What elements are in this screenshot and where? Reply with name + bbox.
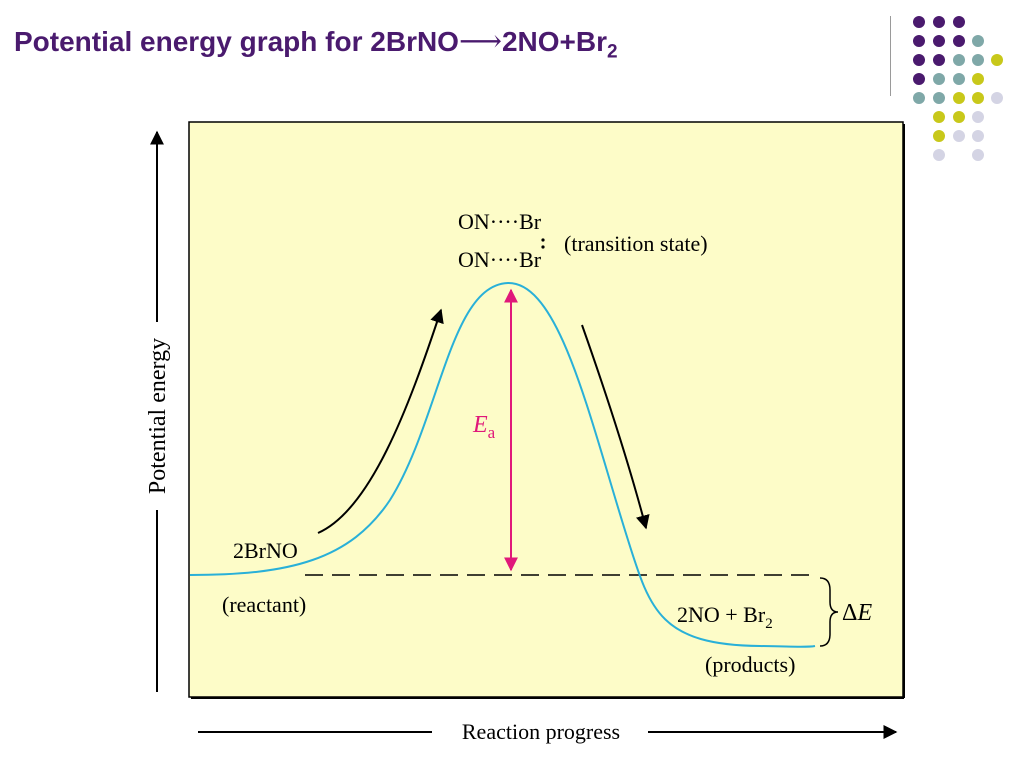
diagram-panel: [188, 121, 904, 698]
title-prefix: Potential energy graph for 2BrNO: [14, 26, 459, 57]
products-label: (products): [705, 652, 795, 677]
reaction-arrow: ⟶: [458, 24, 502, 59]
transition-state-label: (transition state): [564, 231, 708, 256]
reactant-label: (reactant): [222, 592, 306, 617]
downhill-arrow: [581, 324, 650, 530]
title-subscript: 2: [607, 41, 618, 63]
x-axis-label: Reaction progress: [462, 719, 620, 744]
reactant-formula: 2BrNO: [233, 538, 298, 563]
y-axis-label: Potential energy: [145, 338, 171, 494]
bond-dot-bottom: [541, 245, 545, 249]
delta-e-label: ΔE: [842, 600, 872, 626]
title-divider: [890, 16, 891, 96]
delta-e-brace: [819, 577, 839, 647]
y-axis-label-gap: [145, 322, 169, 510]
slide-title: Potential energy graph for 2BrNO⟶2NO+Br2: [14, 24, 618, 64]
title-products: 2NO+Br: [501, 26, 608, 57]
transition-line-1: ON····Br: [458, 209, 542, 234]
x-axis-label-gap: [432, 716, 648, 746]
bond-dot-top: [541, 238, 545, 242]
uphill-arrow: [317, 308, 444, 534]
transition-line-2: ON····Br: [458, 247, 542, 272]
activation-energy-label: Ea: [472, 412, 496, 442]
products-formula: 2NO + Br2: [677, 602, 773, 632]
energy-curve: [189, 281, 816, 648]
